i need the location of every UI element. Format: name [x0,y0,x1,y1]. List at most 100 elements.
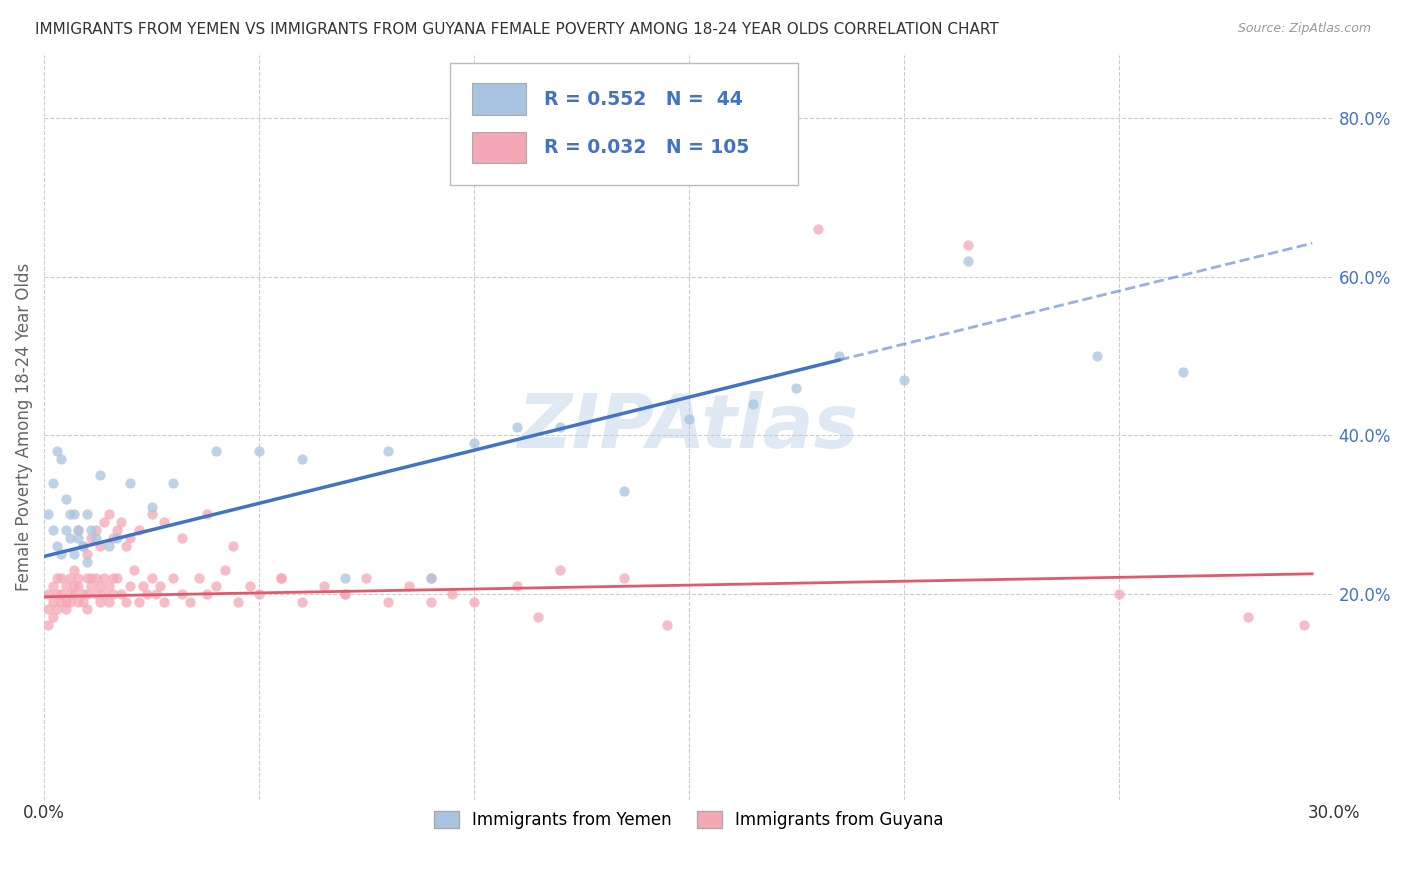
Point [55,594,77,608]
Point [613,571,636,585]
Y-axis label: Female Poverty Among 18-24 Year Olds: Female Poverty Among 18-24 Year Olds [15,263,32,591]
Point [105,571,128,585]
Bar [472,84,526,115]
Point [110,516,132,530]
Point [145,587,167,601]
Point [59,587,82,601]
Point [101,587,124,601]
Point [84,571,107,585]
Point [37,602,59,616]
Point [222,539,245,553]
Point [67,523,90,537]
Point [89,579,111,593]
Point [291,452,314,467]
Point [63,547,86,561]
Point [59,531,82,545]
Point [1173,365,1195,379]
Point [124,563,146,577]
Point [59,571,82,585]
Point [97,508,120,522]
Point [205,579,228,593]
Point [67,571,90,585]
Point [72,539,94,553]
Point [197,508,219,522]
Point [247,587,270,601]
Point [420,571,443,585]
Point [51,594,73,608]
Point [120,531,142,545]
Point [162,475,184,490]
Point [67,523,90,537]
Point [1085,349,1108,363]
Point [80,523,103,537]
Point [76,547,98,561]
Point [957,254,980,268]
Point [128,523,150,537]
Point [333,587,356,601]
Text: R = 0.552   N =  44: R = 0.552 N = 44 [544,89,744,109]
Point [114,594,136,608]
Point [76,555,98,569]
Point [41,579,63,593]
Point [153,594,176,608]
Point [63,563,86,577]
Point [76,587,98,601]
Point [93,587,115,601]
Point [893,373,915,387]
Point [785,381,807,395]
Point [179,594,201,608]
Point [51,587,73,601]
Point [37,587,59,601]
Point [141,508,163,522]
Point [828,349,851,363]
Point [226,594,249,608]
Point [957,238,980,252]
Point [46,587,69,601]
Point [41,523,63,537]
Point [312,579,335,593]
Point [114,539,136,553]
Point [678,412,700,426]
Point [93,516,115,530]
Point [97,539,120,553]
Point [76,602,98,616]
Point [89,594,111,608]
Point [97,579,120,593]
Point [807,222,830,236]
Text: R = 0.032   N = 105: R = 0.032 N = 105 [544,138,749,157]
Point [548,563,571,577]
Text: Source: ZipAtlas.com: Source: ZipAtlas.com [1237,22,1371,36]
Point [97,594,120,608]
Point [377,444,399,458]
Point [291,594,314,608]
Point [110,587,132,601]
Point [89,467,111,482]
Point [420,594,443,608]
Point [80,531,103,545]
Point [41,594,63,608]
Point [657,618,679,632]
Point [67,531,90,545]
Point [72,594,94,608]
Point [46,444,69,458]
Point [463,436,485,450]
Point [506,579,529,593]
Point [141,571,163,585]
Point [37,508,59,522]
Point [63,579,86,593]
Point [141,500,163,514]
Point [84,531,107,545]
Point [1108,587,1130,601]
Point [333,571,356,585]
Point [46,539,69,553]
Point [132,579,155,593]
Point [548,420,571,434]
Point [153,516,176,530]
Bar [472,132,526,163]
Point [84,587,107,601]
Point [613,483,636,498]
Point [506,420,529,434]
Point [136,587,159,601]
Point [37,618,59,632]
Point [76,508,98,522]
